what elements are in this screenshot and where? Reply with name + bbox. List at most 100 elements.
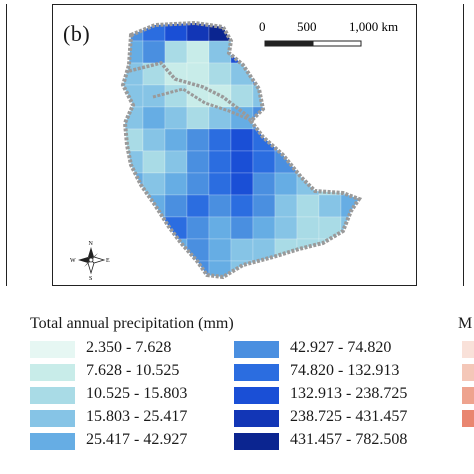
precipitation-map: 0 500 1,000 km N S E W: [70, 19, 398, 282]
precipitation-grid-cell: [296, 216, 320, 240]
adjacent-map-panel-left: [0, 4, 7, 286]
precipitation-grid-cell: [230, 216, 254, 240]
precipitation-grid-cell: [274, 62, 298, 86]
precipitation-grid-cell: [274, 84, 298, 108]
precipitation-grid-cell: [142, 40, 166, 64]
precipitation-grid-cell: [164, 84, 188, 108]
precipitation-grid-cell: [318, 128, 342, 152]
precipitation-grid-cell: [142, 216, 166, 240]
precipitation-grid-cell: [230, 23, 254, 42]
precipitation-grid-cell: [123, 128, 144, 152]
adjacent-legend-swatch: [462, 364, 474, 381]
scale-tick-0: 0: [259, 19, 266, 34]
precipitation-grid-cell: [296, 128, 320, 152]
precipitation-grid-cell: [186, 106, 210, 130]
precipitation-grid-cell: [230, 238, 254, 262]
precipitation-grid-cell: [252, 260, 276, 277]
precipitation-grid-cell: [296, 194, 320, 218]
precipitation-grid-cell: [274, 106, 298, 130]
precipitation-grid-cell: [340, 62, 359, 86]
precipitation-grid-cell: [274, 23, 298, 42]
precipitation-grid-cell: [340, 84, 359, 108]
compass-e: E: [106, 258, 110, 264]
precipitation-grid-cell: [164, 194, 188, 218]
precipitation-grid-cell: [318, 62, 342, 86]
precipitation-grid-cell: [318, 23, 342, 42]
legend-label: 7.628 - 10.525: [86, 362, 180, 379]
compass-s: S: [89, 276, 92, 282]
precipitation-grid-cell: [208, 194, 232, 218]
precipitation-grid-cell: [123, 216, 144, 240]
precipitation-grid-cell: [296, 238, 320, 262]
legend-label: 2.350 - 7.628: [86, 339, 172, 356]
precipitation-grid-cell: [208, 84, 232, 108]
precipitation-grid-cell: [318, 84, 342, 108]
precipitation-grid-cell: [340, 238, 359, 262]
precipitation-grid-cell: [142, 260, 166, 277]
precipitation-grid-cell: [123, 194, 144, 218]
precipitation-grid-cell: [142, 238, 166, 262]
legend-label: 132.913 - 238.725: [290, 385, 408, 402]
precipitation-grid-cell: [186, 150, 210, 174]
legend-swatch: [30, 433, 75, 450]
precipitation-grid-cell: [208, 216, 232, 240]
precipitation-grid-cell: [340, 150, 359, 174]
compass-w: W: [70, 258, 76, 264]
panel-label: (b): [63, 21, 91, 46]
precipitation-grid-cell: [186, 194, 210, 218]
precipitation-grid-cell: [164, 238, 188, 262]
precipitation-grid-cell: [296, 260, 320, 277]
precipitation-grid-cell: [123, 238, 144, 262]
precipitation-grid-cell: [274, 172, 298, 196]
legend-swatch: [234, 387, 279, 404]
precipitation-grid-cell: [208, 172, 232, 196]
precipitation-grid-cell: [340, 106, 359, 130]
precipitation-grid-cell: [123, 260, 144, 277]
legend-swatch: [234, 341, 279, 358]
precipitation-grid-cell: [318, 216, 342, 240]
map-panel-b: (b) 0 500 1,000 km: [52, 4, 417, 286]
legend-label: 15.803 - 25.417: [86, 408, 188, 425]
compass-n: N: [89, 241, 94, 247]
legend-swatch: [234, 364, 279, 381]
precipitation-grid-cell: [318, 106, 342, 130]
precipitation-grid-cell: [186, 40, 210, 64]
precipitation-grid-cell: [296, 62, 320, 86]
scale-tick-1000: 1,000 km: [349, 19, 398, 34]
legend-label: 238.725 - 431.457: [290, 408, 408, 425]
legend-swatch: [30, 341, 75, 358]
precipitation-grid-cell: [186, 238, 210, 262]
precipitation-grid-cell: [318, 150, 342, 174]
legend-swatch: [30, 387, 75, 404]
precipitation-grid-cell: [208, 62, 232, 86]
precipitation-grid-cell: [123, 172, 144, 196]
precipitation-grid-cell: [230, 194, 254, 218]
precipitation-grid-cell: [340, 260, 359, 277]
precipitation-grid-cell: [252, 216, 276, 240]
scale-bar: 0 500 1,000 km: [259, 19, 398, 47]
precipitation-grid-cell: [252, 172, 276, 196]
precipitation-grid-cell: [186, 172, 210, 196]
precipitation-grid-cell: [274, 260, 298, 277]
precipitation-grid-cell: [164, 172, 188, 196]
precipitation-grid-cell: [208, 106, 232, 130]
legend-swatch: [30, 410, 75, 427]
precipitation-grid-cell: [142, 150, 166, 174]
precipitation-grid-cell: [296, 84, 320, 108]
precipitation-grid-cell: [318, 194, 342, 218]
precipitation-grid-cell: [296, 106, 320, 130]
precipitation-grid-cell: [208, 238, 232, 262]
precipitation-grid-cell: [296, 150, 320, 174]
precipitation-grid-cell: [142, 106, 166, 130]
legend-label: 25.417 - 42.927: [86, 431, 188, 448]
precipitation-grid-cell: [208, 128, 232, 152]
precipitation-grid-cell: [164, 260, 188, 277]
precipitation-grid-cell: [230, 172, 254, 196]
legend-label: 74.820 - 132.913: [290, 362, 400, 379]
precipitation-grid-cell: [164, 106, 188, 130]
legend-label: 431.457 - 782.508: [290, 431, 408, 448]
adjacent-legend-swatch: [462, 410, 474, 427]
precipitation-grid-cell: [274, 216, 298, 240]
scale-tick-500: 500: [297, 19, 317, 34]
north-arrow-icon: N S E W: [70, 241, 110, 282]
